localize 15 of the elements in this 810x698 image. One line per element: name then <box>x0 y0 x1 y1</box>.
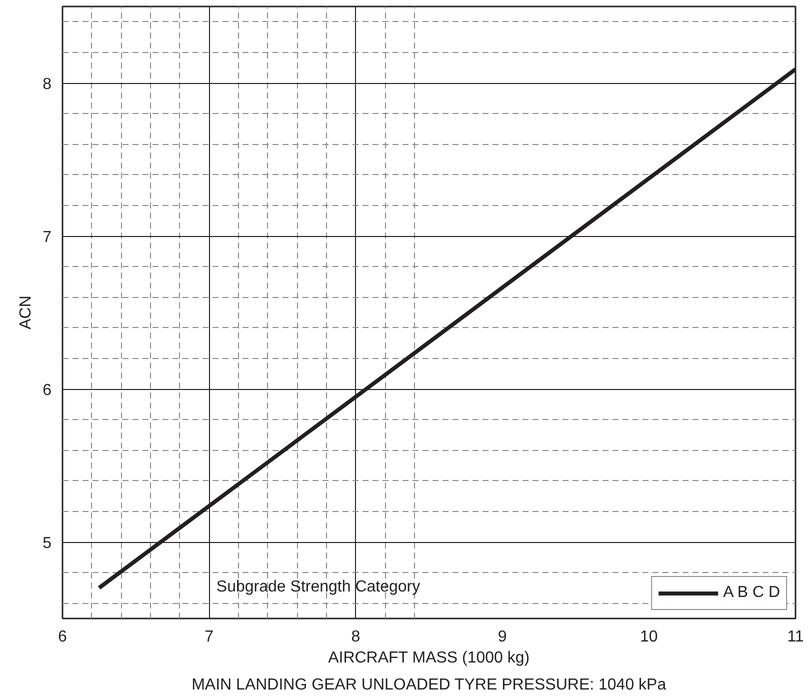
x-axis-title: AIRCRAFT MASS (1000 kg) <box>328 650 530 666</box>
x-tick-label: 9 <box>498 628 507 646</box>
y-tick-label: 7 <box>42 229 52 246</box>
legend-title: Subgrade Strength Category <box>216 578 420 596</box>
x-tick-label: 8 <box>351 628 360 646</box>
y-tick-label: 5 <box>42 535 52 552</box>
y-tick-label: 8 <box>42 76 52 93</box>
x-tick-label: 10 <box>640 628 658 646</box>
x-tick-label: 6 <box>58 628 68 646</box>
legend-label: A B C D <box>723 584 780 602</box>
x-tick-label: 7 <box>204 628 214 646</box>
y-axis-title: ACN <box>18 296 35 330</box>
y-tick-label: 6 <box>42 382 52 399</box>
x-tick-label: 11 <box>787 628 804 646</box>
text: MAIN LANDING GEAR UNLOADED TYRE PRESSURE: 1040 kPa <box>192 676 666 694</box>
